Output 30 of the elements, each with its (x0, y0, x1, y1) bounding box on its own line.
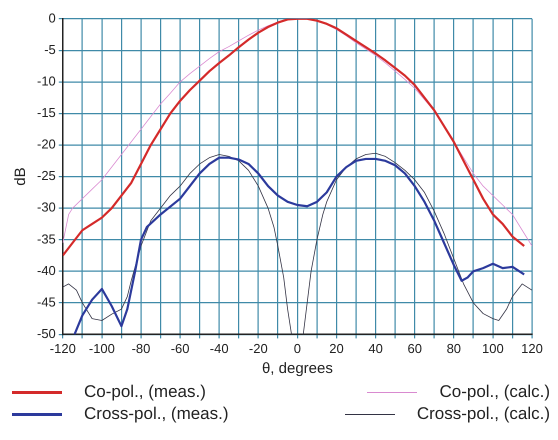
x-tick-label: 20 (329, 340, 344, 356)
y-tick-label: -50 (36, 326, 56, 341)
x-tick-label: 0 (294, 340, 302, 356)
y-axis-title: dB (12, 167, 30, 186)
x-tick-label: 100 (482, 340, 504, 356)
x-tick-label: 80 (446, 340, 462, 356)
y-tick-label: -20 (36, 136, 56, 152)
y-tick-label: -25 (36, 168, 56, 184)
legend-label: Cross-pol., (calc.) (416, 404, 550, 424)
x-axis-title: θ, degrees (262, 360, 333, 378)
x-tick-label: -120 (50, 340, 76, 356)
y-tick-label: -15 (36, 105, 56, 120)
x-tick-label: 40 (368, 340, 383, 356)
x-tick-label: -60 (170, 340, 190, 356)
legend-label: Co-pol., (calc.) (439, 382, 550, 402)
legend-label: Co-pol., (meas.) (84, 382, 206, 402)
y-tick-label: -5 (44, 42, 56, 57)
y-tick-label: -35 (36, 231, 56, 246)
x-tick-label: 120 (521, 340, 543, 356)
y-tick-label: 0 (48, 10, 56, 26)
x-tick-label: 60 (407, 340, 422, 356)
y-tick-label: -40 (36, 262, 56, 278)
y-tick-label: -10 (36, 74, 56, 88)
x-tick-label: -20 (248, 340, 268, 356)
legend-label: Cross-pol., (meas.) (84, 404, 229, 424)
x-tick-label: -100 (88, 340, 115, 356)
y-tick-label: -45 (36, 294, 56, 310)
x-tick-label: -80 (132, 340, 150, 356)
x-tick-label: -40 (210, 340, 229, 356)
y-tick-label: -30 (36, 200, 56, 215)
